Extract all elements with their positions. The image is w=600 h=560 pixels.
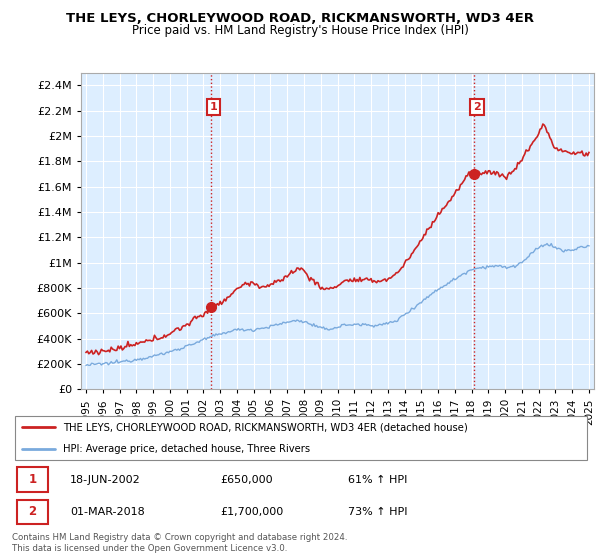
FancyBboxPatch shape <box>17 500 49 524</box>
FancyBboxPatch shape <box>15 416 587 460</box>
Text: THE LEYS, CHORLEYWOOD ROAD, RICKMANSWORTH, WD3 4ER (detached house): THE LEYS, CHORLEYWOOD ROAD, RICKMANSWORT… <box>63 422 468 432</box>
Text: Contains HM Land Registry data © Crown copyright and database right 2024.
This d: Contains HM Land Registry data © Crown c… <box>12 533 347 553</box>
Text: 1: 1 <box>210 102 217 112</box>
Text: 73% ↑ HPI: 73% ↑ HPI <box>348 507 407 517</box>
Text: 61% ↑ HPI: 61% ↑ HPI <box>348 475 407 484</box>
Text: 18-JUN-2002: 18-JUN-2002 <box>70 475 140 484</box>
Text: 1: 1 <box>28 473 37 486</box>
Text: £1,700,000: £1,700,000 <box>220 507 284 517</box>
Text: Price paid vs. HM Land Registry's House Price Index (HPI): Price paid vs. HM Land Registry's House … <box>131 24 469 37</box>
Text: 2: 2 <box>28 505 37 519</box>
Text: 2: 2 <box>473 102 481 112</box>
Text: 01-MAR-2018: 01-MAR-2018 <box>70 507 145 517</box>
Text: HPI: Average price, detached house, Three Rivers: HPI: Average price, detached house, Thre… <box>63 444 310 454</box>
Text: THE LEYS, CHORLEYWOOD ROAD, RICKMANSWORTH, WD3 4ER: THE LEYS, CHORLEYWOOD ROAD, RICKMANSWORT… <box>66 12 534 25</box>
Text: £650,000: £650,000 <box>220 475 273 484</box>
FancyBboxPatch shape <box>17 468 49 492</box>
